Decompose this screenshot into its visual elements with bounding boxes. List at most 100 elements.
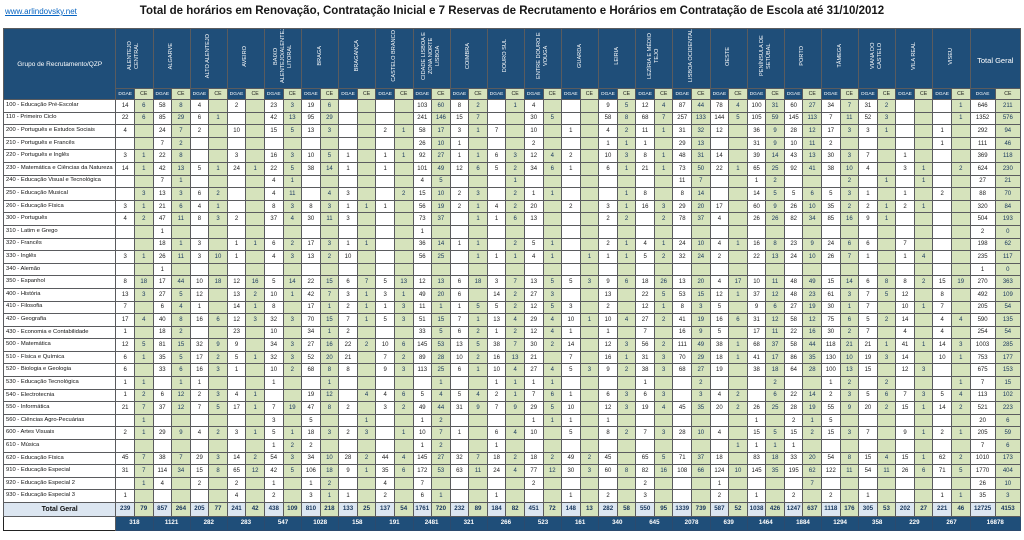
cell: 15 [932, 275, 952, 289]
cell [393, 136, 414, 151]
cell: 7 [821, 111, 841, 126]
cell: 8 [765, 237, 785, 252]
cell: 7 [319, 287, 340, 302]
cell: 14 [691, 187, 711, 201]
cell: 17 [431, 124, 451, 138]
cell [449, 212, 470, 226]
cell: 6 [393, 338, 414, 352]
cell: 113 [412, 363, 433, 378]
cell: 1 [616, 250, 637, 264]
cell [783, 262, 804, 277]
cell: 26 [969, 476, 996, 491]
cell: 3 [282, 313, 303, 327]
cell [393, 199, 414, 214]
cell [950, 300, 971, 315]
cell [709, 187, 730, 201]
cell: 41 [895, 338, 915, 352]
cell: 1 [208, 199, 228, 214]
combined-cell: 1884 [783, 516, 823, 531]
cell [765, 413, 785, 428]
cell [468, 426, 488, 441]
cell [226, 136, 247, 151]
combined-cell: 16878 [969, 516, 1022, 531]
cell: 81 [152, 338, 173, 352]
cell: 4 [189, 426, 210, 441]
cell: 3 [839, 388, 860, 403]
cell: 1 [393, 124, 414, 138]
cell [561, 187, 581, 201]
cell: 1 [542, 250, 563, 264]
page-title: Total de horários em Renovação, Contrata… [139, 5, 885, 17]
cell: 5 [542, 275, 563, 289]
cell: 504 [969, 212, 996, 226]
cell: 38 [486, 338, 507, 352]
cell: 32 [189, 338, 210, 352]
cell: 122 [821, 464, 841, 478]
cell: 1 [950, 350, 971, 365]
cell: 5 [375, 275, 395, 289]
cell: 1 [579, 313, 600, 327]
cell: 2 [505, 161, 525, 176]
cell: 2 [449, 187, 470, 201]
table-row: 200 - Português e Estudos Sociais 4 24 7 2 10… [2, 124, 1022, 138]
cell: 16 [839, 212, 860, 226]
cell: 2 [282, 363, 303, 378]
cell: 11 [635, 124, 655, 138]
site-link[interactable]: www.arlindovsky.net [5, 7, 77, 16]
cell [858, 136, 878, 151]
cell: 3 [561, 300, 581, 315]
cell [375, 136, 395, 151]
cell: 18 [152, 325, 173, 340]
cell: 3 [115, 199, 135, 214]
cell: 4 [858, 161, 878, 176]
cell: 1 [133, 250, 154, 264]
cell: 3 [505, 149, 525, 163]
cell: 27 [913, 502, 934, 517]
cell: 12 [226, 275, 247, 289]
cell: 1 [913, 161, 934, 176]
cell: 1 [913, 426, 934, 441]
cell: 87 [672, 99, 693, 113]
cell: 8 [171, 149, 191, 163]
cell: 26 [412, 136, 433, 151]
cell [802, 224, 823, 239]
cell: 111 [969, 136, 996, 151]
cell: 5 [765, 426, 785, 441]
cell: 1 [375, 149, 395, 163]
cell: 6 [486, 149, 507, 163]
cell: 1 [171, 174, 191, 189]
cell: 3 [133, 287, 154, 302]
cell: 10 [263, 325, 284, 340]
cell: 257 [672, 111, 693, 126]
cell: 8 [263, 199, 284, 214]
cell [932, 476, 952, 491]
cell: 38 [746, 363, 767, 378]
cell: 1 [728, 338, 748, 352]
cell: 15 [691, 287, 711, 302]
cell: 5 [449, 388, 470, 403]
cell: 1770 [969, 464, 996, 478]
cell: 1 [523, 376, 544, 390]
row-label: 520 - Biologia e Geologia [2, 363, 117, 378]
cell: 10 [523, 426, 544, 441]
cell [133, 325, 154, 340]
cell [319, 174, 340, 189]
cell: 16 [189, 363, 210, 378]
cell: 5 [282, 124, 303, 138]
cell: 1 [653, 237, 674, 252]
cell: 48 [783, 287, 804, 302]
cell: 41 [746, 350, 767, 365]
cell [950, 325, 971, 340]
cell [672, 262, 693, 277]
cell: 172 [412, 464, 433, 478]
table-row: 210 - Português e Francês 7 2 26 10 1 2 1 1 1 29 13… [2, 136, 1022, 151]
combined-cell: 547 [263, 516, 303, 531]
cell: 49 [412, 287, 433, 302]
cell [245, 99, 265, 113]
cell: 1 [653, 124, 674, 138]
row-label: 920 - Educação Especial 2 [2, 476, 117, 491]
cell: 47 [152, 212, 173, 226]
cell: 11 [839, 111, 860, 126]
cell [932, 161, 952, 176]
table-row: 330 - Inglês 3 1 26 11 3 10 1 4 3 13 2 10 56 25 1 1 1 4 1 1 1… [2, 250, 1022, 264]
